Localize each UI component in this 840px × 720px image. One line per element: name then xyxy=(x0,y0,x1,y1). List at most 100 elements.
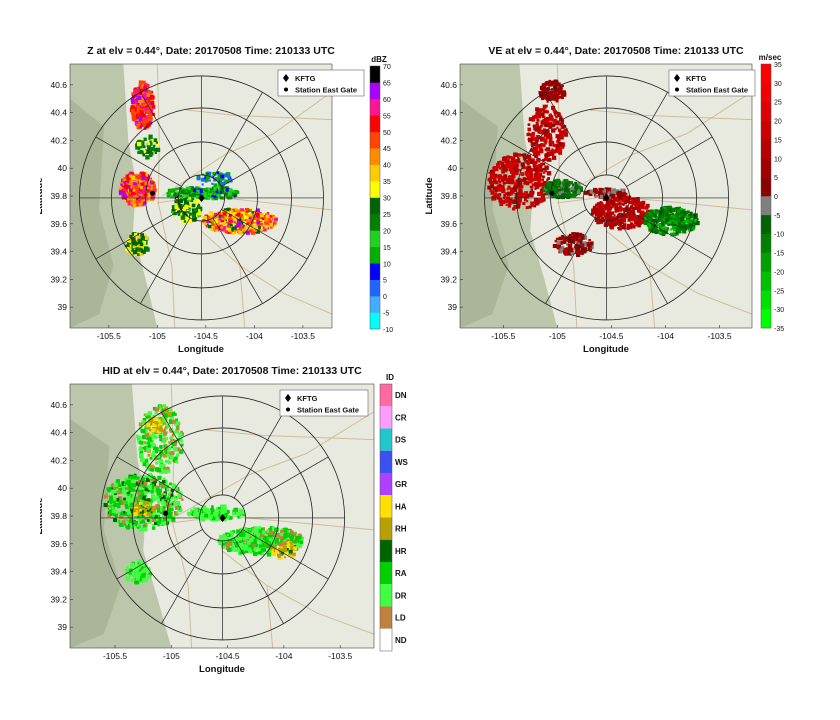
echo-pixel xyxy=(218,214,223,219)
echo-pixel xyxy=(213,195,217,199)
x-tick-label: -104 xyxy=(246,331,263,341)
echo-pixel xyxy=(162,517,167,522)
echo-pixel xyxy=(137,175,140,178)
echo-pixel xyxy=(264,224,269,229)
echo-pixel xyxy=(540,189,544,193)
echo-pixel xyxy=(238,226,243,231)
echo-pixel xyxy=(134,178,139,183)
echo-pixel xyxy=(188,219,193,224)
echo-pixel xyxy=(149,468,152,472)
echo-pixel xyxy=(550,151,555,156)
echo-pixel xyxy=(197,176,201,180)
echo-pixel xyxy=(249,213,253,217)
echo-pixel xyxy=(167,507,171,511)
echo-pixel xyxy=(492,197,496,201)
echo-pixel xyxy=(192,211,195,214)
echo-pixel xyxy=(500,199,505,204)
echo-pixel xyxy=(527,154,531,159)
echo-pixel xyxy=(544,165,549,170)
echo-pixel xyxy=(142,446,145,450)
echo-pixel xyxy=(139,108,142,111)
echo-pixel xyxy=(147,453,151,457)
echo-pixel xyxy=(550,118,554,122)
echo-pixel xyxy=(236,226,241,231)
plot-area xyxy=(70,64,332,328)
echo-pixel xyxy=(532,163,536,167)
echo-pixel xyxy=(142,418,147,422)
echo-pixel xyxy=(594,212,599,216)
echo-pixel xyxy=(599,192,602,195)
echo-pixel xyxy=(162,480,166,484)
echo-pixel xyxy=(119,500,123,504)
colorbar-tick-label: 25 xyxy=(774,100,782,107)
echo-pixel xyxy=(209,193,213,197)
echo-pixel xyxy=(228,218,232,221)
echo-pixel xyxy=(558,188,561,192)
echo-pixel xyxy=(133,194,138,200)
echo-pixel xyxy=(139,506,143,510)
echo-pixel xyxy=(673,228,676,232)
echo-pixel xyxy=(553,92,558,97)
echo-pixel xyxy=(142,507,145,511)
echo-pixel xyxy=(549,97,553,101)
echo-pixel xyxy=(228,540,232,543)
echo-pixel xyxy=(137,121,141,124)
echo-pixel xyxy=(149,514,153,518)
echo-pixel xyxy=(186,203,190,207)
echo-pixel xyxy=(227,228,232,232)
echo-pixel xyxy=(520,153,524,157)
echo-pixel xyxy=(617,190,622,195)
echo-pixel xyxy=(223,226,227,230)
echo-pixel xyxy=(125,525,128,528)
echo-pixel xyxy=(156,518,159,521)
echo-pixel xyxy=(505,192,508,196)
echo-pixel xyxy=(167,407,172,412)
echo-pixel xyxy=(145,491,149,494)
echo-pixel xyxy=(631,207,636,211)
echo-pixel xyxy=(577,242,581,246)
echo-pixel xyxy=(117,483,121,487)
echo-pixel xyxy=(190,219,194,222)
echo-pixel xyxy=(172,515,176,519)
echo-pixel xyxy=(566,249,571,255)
echo-pixel xyxy=(151,526,156,530)
echo-pixel xyxy=(163,466,168,471)
echo-pixel xyxy=(579,186,583,190)
echo-pixel xyxy=(654,231,658,234)
echo-pixel xyxy=(534,184,538,188)
echo-pixel xyxy=(214,217,218,220)
echo-pixel xyxy=(503,193,507,197)
echo-pixel xyxy=(180,430,183,434)
echo-pixel xyxy=(268,545,271,549)
echo-pixel xyxy=(136,107,141,112)
echo-pixel xyxy=(160,506,164,510)
echo-pixel xyxy=(141,186,146,191)
echo-pixel xyxy=(136,193,140,197)
echo-pixel xyxy=(671,207,675,212)
echo-pixel xyxy=(571,232,575,235)
echo-pixel xyxy=(547,80,552,85)
echo-pixel xyxy=(240,532,245,537)
echo-pixel xyxy=(558,150,563,155)
echo-pixel xyxy=(236,547,241,552)
echo-pixel xyxy=(140,102,145,107)
echo-pixel xyxy=(227,223,230,226)
echo-pixel xyxy=(680,208,683,211)
echo-pixel xyxy=(522,194,526,198)
colorbar-segment xyxy=(370,246,380,264)
echo-pixel xyxy=(129,251,133,255)
echo-pixel xyxy=(532,142,536,146)
echo-pixel xyxy=(179,449,183,453)
echo-pixel xyxy=(138,512,142,517)
echo-pixel xyxy=(506,169,509,172)
echo-pixel xyxy=(259,544,262,548)
echo-pixel xyxy=(660,231,664,236)
echo-pixel xyxy=(546,152,551,156)
echo-pixel xyxy=(634,199,639,204)
echo-pixel xyxy=(144,512,149,516)
echo-pixel xyxy=(139,110,144,115)
echo-pixel xyxy=(137,141,142,147)
echo-pixel xyxy=(218,537,223,542)
echo-pixel xyxy=(661,222,664,225)
echo-pixel xyxy=(230,220,233,223)
